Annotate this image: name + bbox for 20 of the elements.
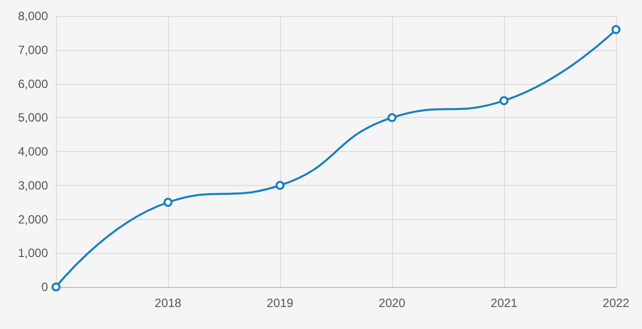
y-tick-label: 5,000 <box>18 110 48 125</box>
x-tick-label: 2022 <box>602 296 630 310</box>
point <box>612 25 620 34</box>
y-tick-label: 4,000 <box>18 144 48 158</box>
point <box>164 198 172 207</box>
y-tick-label: 8,000 <box>18 9 48 23</box>
x-tick-label: 2020 <box>378 296 406 310</box>
x-tick-label: 2019 <box>266 296 294 310</box>
x-tick-label: 2018 <box>154 296 182 310</box>
y-tick-label: 3,000 <box>18 178 48 192</box>
y-tick-label: 7,000 <box>18 42 48 57</box>
point <box>500 96 508 106</box>
x-tick-label: 2021 <box>490 296 518 310</box>
y-tick-label: 6,000 <box>18 76 48 91</box>
y-tick-label: 1,000 <box>18 246 48 260</box>
y-tick-label: 0 <box>41 280 48 294</box>
point <box>52 282 60 292</box>
y-tick-label: 2,000 <box>18 212 48 226</box>
point <box>276 180 284 190</box>
point <box>388 113 396 122</box>
